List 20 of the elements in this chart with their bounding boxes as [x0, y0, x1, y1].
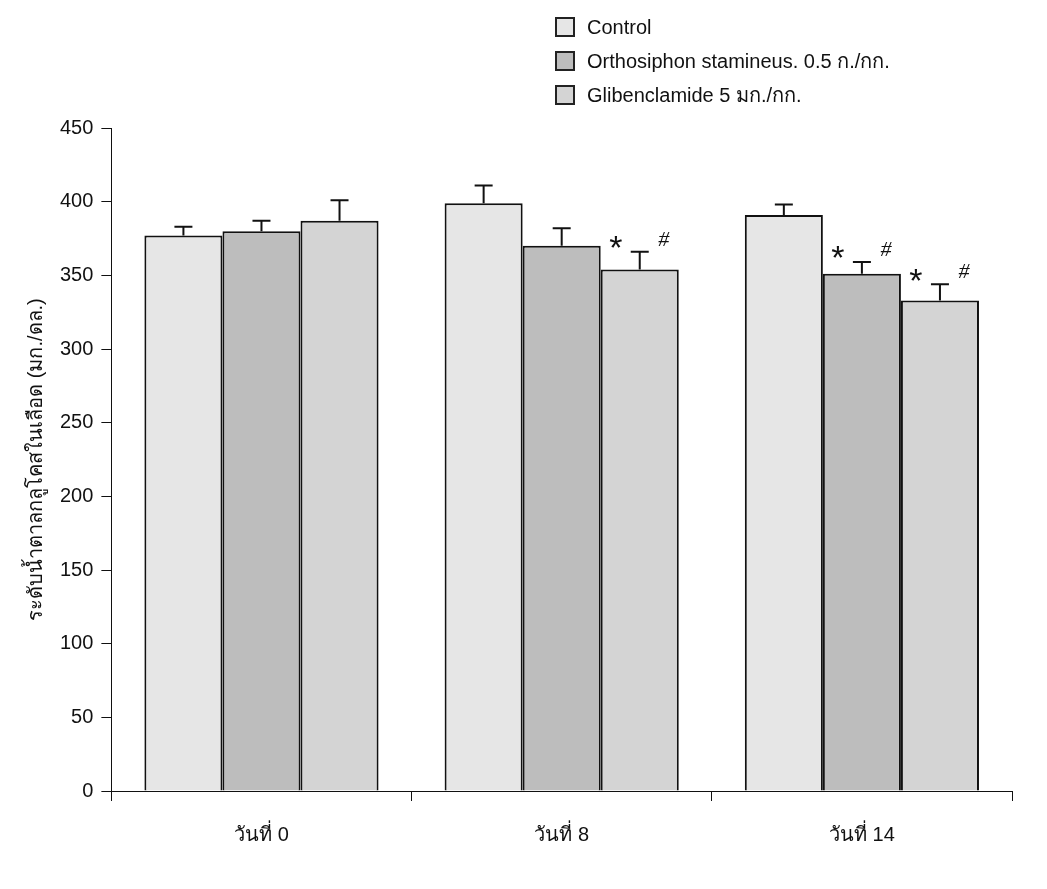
- x-tick-label: วันที่ 8: [534, 819, 590, 845]
- y-tick-label: 150: [59, 557, 94, 580]
- y-tick-label: 250: [59, 410, 94, 433]
- data-label: * #: [909, 257, 971, 299]
- x-tick-label: วันที่ 14: [828, 819, 895, 845]
- y-tick-label: 100: [59, 631, 94, 654]
- legend-label: Glibenclamide 5 มก./กก.: [587, 83, 802, 108]
- legend-label: Orthosiphon stamineus. 0.5 ก./กก.: [587, 49, 890, 74]
- y-tick-label: 350: [59, 262, 94, 285]
- y-tick-label: 450: [59, 115, 94, 138]
- y-tick-label: 400: [59, 189, 94, 212]
- y-tick-label: 200: [59, 483, 94, 506]
- data-label: * #: [609, 225, 671, 267]
- data-label: * #: [831, 235, 893, 277]
- y-tick-label: 300: [59, 336, 94, 359]
- y-axis-title: ระดับน้ำตาลกลูโคสในเลือด (มก./ดล.): [20, 298, 48, 621]
- x-tick-label: วันที่ 0: [234, 819, 289, 845]
- legend-label: Control: [587, 15, 652, 39]
- y-tick-label: 0: [82, 778, 94, 801]
- y-tick-label: 50: [71, 704, 94, 727]
